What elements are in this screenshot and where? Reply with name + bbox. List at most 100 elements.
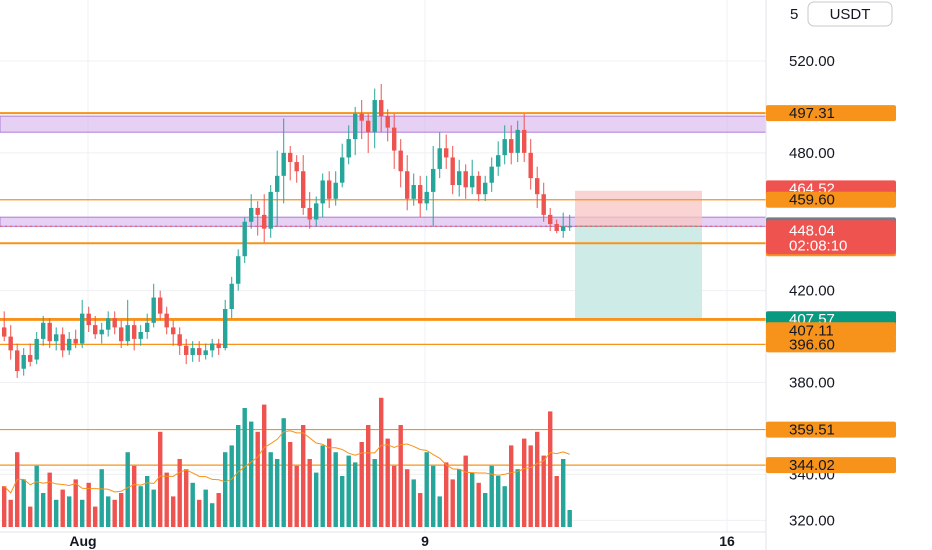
candle-body: [132, 325, 137, 339]
volume-bar: [320, 445, 325, 527]
volume-bar: [132, 465, 137, 527]
candle-body: [158, 297, 163, 314]
currency-badge-box[interactable]: [807, 1, 893, 27]
volume-bar: [15, 452, 20, 527]
candle-body: [229, 283, 234, 310]
volume-bar: [379, 397, 384, 527]
last-price-tag-box: [766, 220, 896, 255]
volume-bar: [470, 472, 475, 527]
volume-bar: [392, 465, 397, 527]
candle-body: [509, 139, 514, 153]
volume-bar: [444, 462, 449, 527]
volume-bar: [60, 489, 65, 527]
volume-bar: [457, 469, 462, 527]
candle-body: [340, 157, 345, 183]
volume-bar: [405, 469, 410, 527]
candle-body: [385, 116, 390, 128]
price-tag-label: 497.31: [789, 105, 835, 122]
candle-body: [164, 313, 169, 328]
volume-bar: [346, 455, 351, 527]
currency-badge[interactable]: USDT: [807, 1, 893, 27]
volume-bar: [47, 472, 52, 527]
candle-body: [424, 191, 429, 204]
candle-body: [171, 327, 176, 335]
candle-body: [262, 214, 267, 229]
volume-bar: [522, 438, 527, 527]
volume-bar: [476, 482, 481, 527]
candle-body: [392, 127, 397, 151]
candle-body: [398, 150, 403, 172]
candle-body: [151, 297, 156, 323]
candle-body: [86, 313, 91, 326]
volume-bar: [119, 493, 124, 527]
volume-bar: [80, 499, 85, 527]
candle-body: [41, 322, 46, 339]
volume-bar: [489, 465, 494, 527]
volume-bar: [398, 425, 403, 527]
volume-bar: [86, 482, 91, 527]
volume-bar: [294, 465, 299, 527]
volume-bar: [567, 510, 572, 527]
volume-bar: [385, 438, 390, 527]
volume-bar: [2, 486, 7, 527]
candle-body: [15, 350, 20, 372]
candle-body: [522, 129, 527, 153]
price-axis-tick: 5: [790, 6, 798, 23]
candle-body: [60, 334, 65, 351]
candle-body: [93, 325, 98, 335]
candle-body: [457, 171, 462, 186]
volume-bar: [437, 496, 442, 527]
candle-body: [236, 256, 241, 284]
candle-body: [483, 182, 488, 195]
volume-bar: [327, 438, 332, 527]
candle-body: [535, 178, 540, 195]
volume-bar: [164, 472, 169, 527]
candle-body: [307, 207, 312, 220]
countdown-label: 02:08:10: [789, 237, 847, 254]
candle-body: [554, 224, 559, 231]
candle-body: [463, 171, 468, 188]
volume-bar: [223, 452, 228, 527]
candle-body: [431, 168, 436, 192]
volume-bar: [411, 479, 416, 527]
volume-bar: [203, 489, 208, 527]
price-axis-tick: 420.00: [789, 283, 835, 300]
price-axis-tick: 480.00: [789, 145, 835, 162]
price-tag-box: [766, 421, 896, 438]
volume-bar: [463, 455, 468, 527]
volume-bar: [301, 425, 306, 527]
candle-body: [210, 343, 215, 351]
price-tag-label: 407.11: [789, 322, 834, 339]
consolidation-zones: [0, 115, 767, 227]
volume-bar: [145, 476, 150, 527]
price-tag-box: [766, 322, 896, 339]
volume-bar: [418, 493, 423, 527]
price-tag-label: 359.51: [789, 422, 835, 439]
candle-body: [444, 148, 449, 158]
candle-body: [190, 348, 195, 355]
price-tag-box: [766, 105, 896, 122]
volume-bar: [333, 452, 338, 527]
time-axis-tick: 16: [719, 533, 735, 549]
candle-body: [125, 325, 130, 342]
volume-bar: [210, 503, 215, 527]
volume-bar: [236, 425, 241, 527]
volume-bar: [151, 489, 156, 527]
candle-body: [184, 345, 189, 355]
price-tag-label: 396.60: [789, 336, 835, 353]
volume-bar: [548, 411, 553, 527]
candle-body: [320, 180, 325, 204]
volume-bar: [158, 431, 163, 527]
candle-body: [34, 338, 39, 360]
volume-bar: [184, 469, 189, 527]
candle-body: [255, 207, 260, 215]
candle-body: [437, 148, 442, 169]
candle-body: [8, 336, 13, 351]
candle-body: [548, 214, 553, 225]
take-profit-zone: [575, 226, 702, 320]
short-position-tool[interactable]: [575, 190, 702, 320]
volume-bar: [554, 476, 559, 527]
candle-body: [197, 348, 202, 355]
volume-bar: [502, 486, 507, 527]
